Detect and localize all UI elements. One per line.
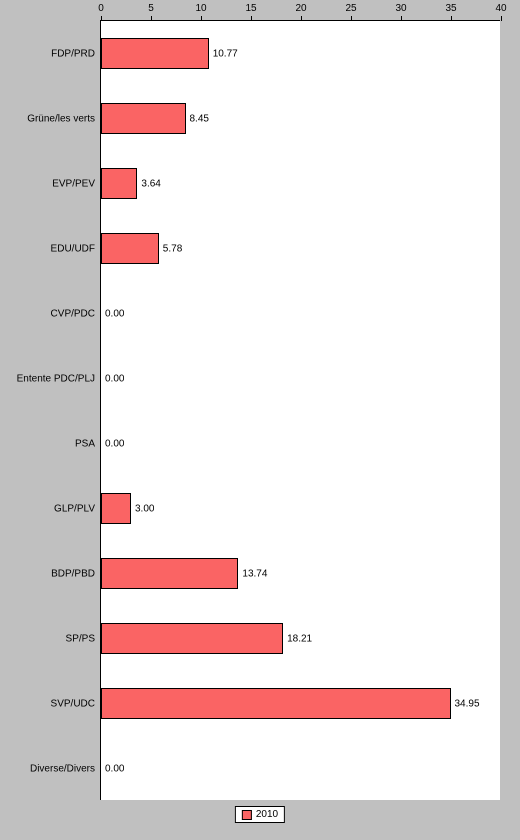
- x-tick-label: 5: [148, 3, 154, 14]
- bar-value-label: 0.00: [105, 308, 124, 319]
- x-tick: [101, 16, 102, 21]
- bar-value-label: 0.00: [105, 373, 124, 384]
- x-tick: [151, 16, 152, 21]
- bar-value-label: 0.00: [105, 438, 124, 449]
- y-category-label: FDP/PRD: [51, 48, 95, 59]
- bar-value-label: 3.00: [135, 503, 154, 514]
- y-category-label: BDP/PBD: [51, 568, 95, 579]
- bar-value-label: 8.45: [190, 113, 209, 124]
- bar-value-label: 10.77: [213, 48, 238, 59]
- y-category-label: SVP/UDC: [51, 698, 95, 709]
- y-category-label: EDU/UDF: [51, 243, 95, 254]
- x-tick: [501, 16, 502, 21]
- x-tick-label: 40: [495, 3, 506, 14]
- y-category-label: GLP/PLV: [54, 503, 95, 514]
- x-tick-label: 10: [195, 3, 206, 14]
- bar: [101, 558, 238, 589]
- x-tick-label: 30: [395, 3, 406, 14]
- bar: [101, 233, 159, 264]
- x-tick: [251, 16, 252, 21]
- bar: [101, 493, 131, 524]
- y-category-label: CVP/PDC: [51, 308, 95, 319]
- bar-value-label: 3.64: [141, 178, 160, 189]
- legend: 2010: [235, 806, 285, 823]
- bar: [101, 38, 209, 69]
- x-tick-label: 0: [98, 3, 104, 14]
- x-tick-label: 20: [295, 3, 306, 14]
- bar-value-label: 13.74: [242, 568, 267, 579]
- bar: [101, 688, 451, 719]
- x-tick: [301, 16, 302, 21]
- x-tick-label: 35: [445, 3, 456, 14]
- y-category-label: Entente PDC/PLJ: [17, 373, 95, 384]
- y-category-label: Grüne/les verts: [27, 113, 95, 124]
- legend-swatch: [242, 810, 252, 820]
- y-category-label: SP/PS: [66, 633, 95, 644]
- x-tick-label: 25: [345, 3, 356, 14]
- y-category-label: PSA: [75, 438, 95, 449]
- x-tick: [401, 16, 402, 21]
- y-category-label: EVP/PEV: [52, 178, 95, 189]
- bar-value-label: 0.00: [105, 763, 124, 774]
- x-tick-label: 15: [245, 3, 256, 14]
- x-tick: [351, 16, 352, 21]
- bar: [101, 168, 137, 199]
- bar-value-label: 34.95: [455, 698, 480, 709]
- legend-label: 2010: [256, 809, 278, 820]
- x-tick: [201, 16, 202, 21]
- bar-value-label: 5.78: [163, 243, 182, 254]
- plot-area: 0510152025303540FDP/PRD10.77Grüne/les ve…: [100, 20, 500, 800]
- x-tick: [451, 16, 452, 21]
- bar: [101, 623, 283, 654]
- bar: [101, 103, 186, 134]
- y-category-label: Diverse/Divers: [30, 763, 95, 774]
- bar-value-label: 18.21: [287, 633, 312, 644]
